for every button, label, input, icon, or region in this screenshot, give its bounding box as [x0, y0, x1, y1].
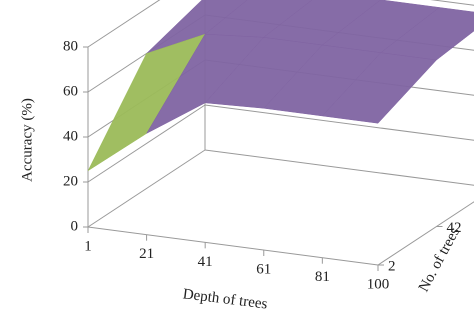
- y-tick-label: 80: [63, 38, 78, 54]
- surface-patch: [321, 52, 438, 124]
- x-tick-label: 81: [315, 269, 330, 285]
- grid-line: [87, 104, 206, 183]
- grid-line: [87, 0, 161, 48]
- x-tick-label: 21: [139, 246, 154, 262]
- x-tick-label: 41: [198, 254, 213, 270]
- grid-line: [430, 0, 474, 6]
- x-tick-label: 1: [84, 238, 92, 254]
- y-tick-label: 40: [63, 128, 78, 144]
- y-axis-title: Accuracy (%): [19, 98, 35, 182]
- grid-line: [87, 149, 206, 228]
- y-tick-label: 0: [71, 218, 79, 234]
- grid-line: [204, 149, 474, 186]
- y-tick-label: 20: [63, 173, 78, 189]
- z-tick-label: 2: [388, 258, 396, 274]
- y-tick-label: 60: [63, 83, 78, 99]
- z-tick-label: 42: [447, 220, 462, 236]
- x-tick-label: 100: [367, 276, 390, 292]
- x-tick-label: 61: [256, 261, 271, 277]
- axis-line: [87, 226, 379, 266]
- grid-line: [204, 104, 474, 141]
- x-axis-title: Depth of trees: [182, 286, 268, 312]
